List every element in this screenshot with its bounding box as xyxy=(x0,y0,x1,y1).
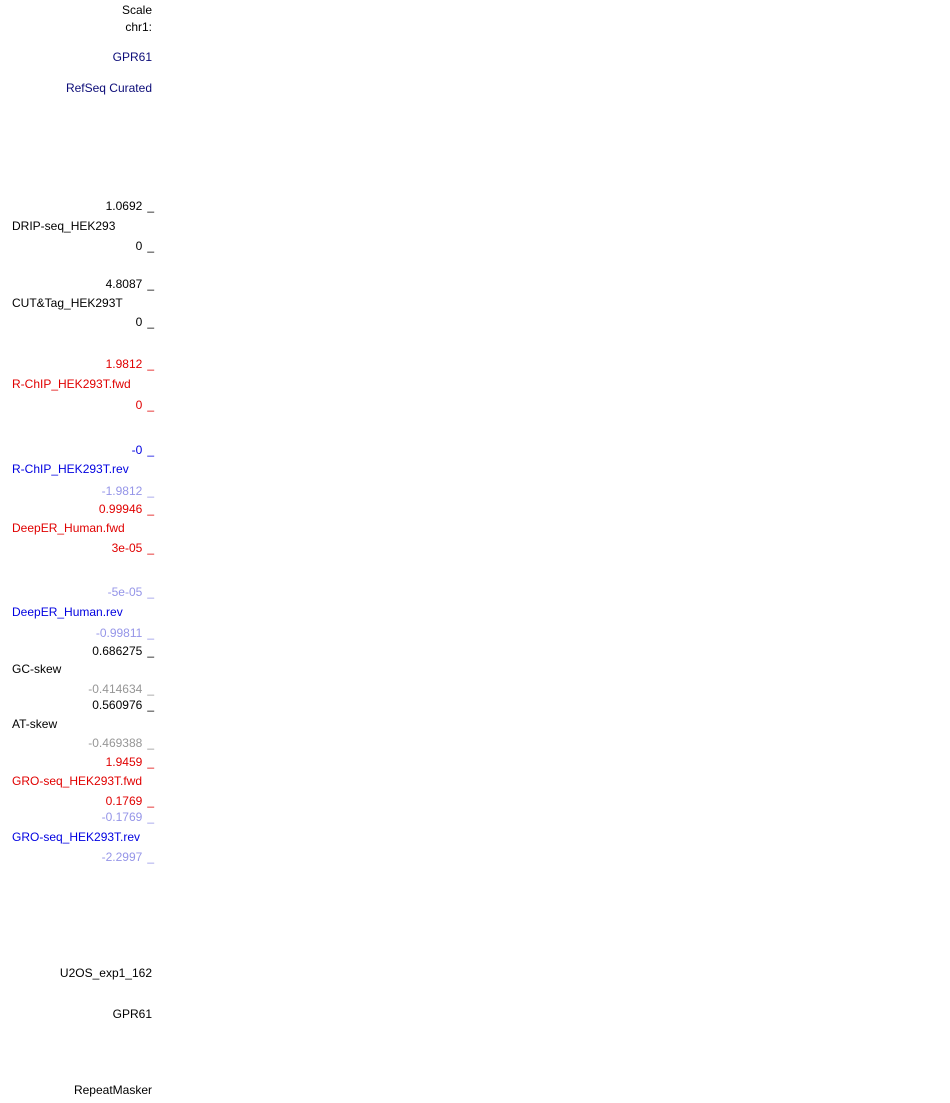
max-value-text: 4.8087 xyxy=(105,277,143,291)
min-value-text: -0.99811 xyxy=(95,626,143,640)
axis-tick: _ xyxy=(147,541,154,555)
axis-tick: _ xyxy=(147,810,154,824)
max-value-text: -0 xyxy=(131,443,143,457)
min-value-text: -2.2997 xyxy=(101,850,143,864)
annotation-track-label[interactable]: RepeatMasker xyxy=(73,1083,152,1097)
axis-tick: _ xyxy=(147,736,154,750)
axis-tick: _ xyxy=(147,398,154,412)
track-max-limit: 1.9812 _ xyxy=(0,358,154,371)
axis-tick: _ xyxy=(147,277,154,291)
track-name[interactable]: R-ChIP_HEK293T.rev xyxy=(12,462,129,476)
track-name[interactable]: GRO-seq_HEK293T.rev xyxy=(12,830,141,844)
max-value-text: 1.9459 xyxy=(105,755,143,769)
min-value-text: -0.469388 xyxy=(88,736,143,750)
min-value-text: 3e-05 xyxy=(111,541,143,555)
track-label-gutter: Scale chr1: GPR61 RefSeq Curated 1.0692 _… xyxy=(0,0,155,1103)
axis-tick: _ xyxy=(147,199,154,213)
track-name[interactable]: DRIP-seq_HEK293 xyxy=(12,219,116,233)
axis-tick: _ xyxy=(147,357,154,371)
axis-tick: _ xyxy=(147,484,154,498)
track-min-limit: -1.9812 _ xyxy=(0,485,154,498)
max-value-text: 0.560976 xyxy=(92,698,143,712)
track-min-limit: 0 _ xyxy=(0,240,154,253)
min-value-text: 0.1769 xyxy=(105,794,143,808)
track-name[interactable]: CUT&Tag_HEK293T xyxy=(12,296,123,310)
axis-tick: _ xyxy=(147,682,154,696)
track-max-limit: 1.9459 _ xyxy=(0,756,154,769)
track-name[interactable]: DeepER_Human.fwd xyxy=(12,521,125,535)
axis-tick: _ xyxy=(147,794,154,808)
axis-tick: _ xyxy=(147,755,154,769)
min-value-text: 0 xyxy=(135,398,143,412)
track-min-limit: 3e-05 _ xyxy=(0,542,154,555)
refseq-track-label[interactable]: RefSeq Curated xyxy=(65,81,152,95)
track-min-limit: -0.99811 _ xyxy=(0,627,154,640)
track-min-limit: 0 _ xyxy=(0,316,154,329)
track-max-limit: -0.1769 _ xyxy=(0,811,154,824)
min-value-text: -0.414634 xyxy=(88,682,143,696)
track-name[interactable]: DeepER_Human.rev xyxy=(12,605,123,619)
track-max-limit: -5e-05 _ xyxy=(0,586,154,599)
axis-tick: _ xyxy=(147,698,154,712)
track-name[interactable]: AT-skew xyxy=(12,717,58,731)
track-max-limit: 0.560976 _ xyxy=(0,699,154,712)
axis-tick: _ xyxy=(147,502,154,516)
track-name[interactable]: R-ChIP_HEK293T.fwd xyxy=(12,377,131,391)
axis-tick: _ xyxy=(147,644,154,658)
axis-tick: _ xyxy=(147,626,154,640)
max-value-text: 0.99946 xyxy=(98,502,143,516)
track-min-limit: 0.1769 _ xyxy=(0,795,154,808)
max-value-text: 0.686275 xyxy=(92,644,143,658)
annotation-track-label[interactable]: U2OS_exp1_162 xyxy=(59,966,152,980)
track-max-limit: 4.8087 _ xyxy=(0,278,154,291)
track-max-limit: 1.0692 _ xyxy=(0,200,154,213)
track-name[interactable]: GRO-seq_HEK293T.fwd xyxy=(12,774,143,788)
max-value-text: 1.9812 xyxy=(105,357,143,371)
track-min-limit: -2.2997 _ xyxy=(0,851,154,864)
max-value-text: -0.1769 xyxy=(101,810,143,824)
scale-label: Scale xyxy=(121,3,152,17)
max-value-text: -5e-05 xyxy=(107,585,143,599)
min-value-text: 0 xyxy=(135,315,143,329)
refseq-gene-label[interactable]: GPR61 xyxy=(112,50,152,64)
track-max-limit: 0.99946 _ xyxy=(0,503,154,516)
axis-tick: _ xyxy=(147,443,154,457)
track-min-limit: -0.414634 _ xyxy=(0,683,154,696)
annotation-gene-label[interactable]: GPR61 xyxy=(112,1007,152,1021)
track-max-limit: -0 _ xyxy=(0,444,154,457)
track-max-limit: 0.686275 _ xyxy=(0,645,154,658)
axis-tick: _ xyxy=(147,315,154,329)
axis-tick: _ xyxy=(147,850,154,864)
max-value-text: 1.0692 xyxy=(105,199,143,213)
track-min-limit: 0 _ xyxy=(0,399,154,412)
axis-tick: _ xyxy=(147,239,154,253)
chromosome-label: chr1: xyxy=(125,20,152,34)
track-display-area[interactable] xyxy=(155,0,950,1103)
min-value-text: -1.9812 xyxy=(101,484,143,498)
track-min-limit: -0.469388 _ xyxy=(0,737,154,750)
axis-tick: _ xyxy=(147,585,154,599)
track-name[interactable]: GC-skew xyxy=(12,662,62,676)
min-value-text: 0 xyxy=(135,239,143,253)
